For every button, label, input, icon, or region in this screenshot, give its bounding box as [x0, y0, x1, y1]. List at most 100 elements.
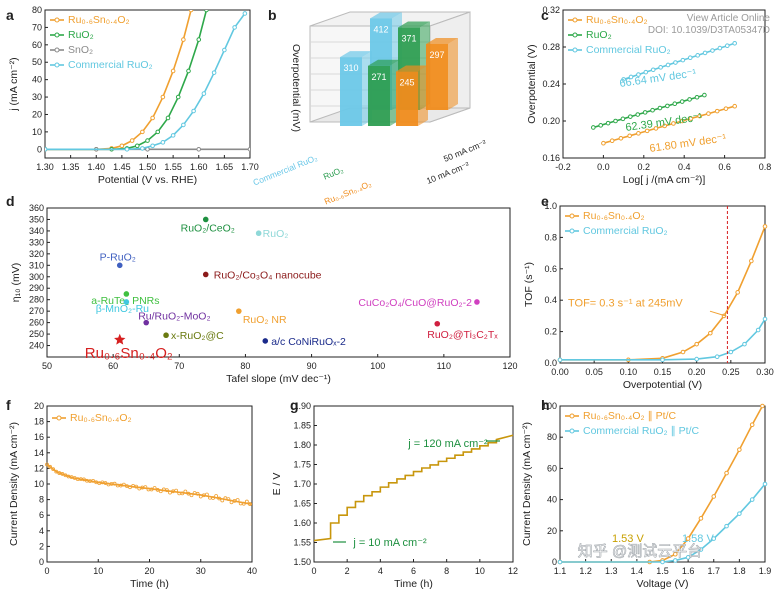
y-tick-label: 6	[39, 510, 44, 520]
x-tick-label: 1.60	[190, 162, 208, 172]
data-point	[434, 320, 441, 327]
data-point	[697, 113, 702, 119]
data-point	[679, 118, 685, 124]
bar-top	[368, 59, 400, 66]
x-tick-label: 120	[502, 361, 517, 371]
data-point	[598, 123, 604, 128]
bar-value-label: 412	[373, 24, 388, 34]
y-axis-label: Current Density (mA cm⁻²)	[8, 422, 20, 546]
x-tick-label: 1.55	[164, 162, 182, 172]
data-point	[119, 143, 125, 149]
data-point	[163, 332, 169, 339]
data-point	[755, 327, 761, 333]
x-tick-label: 0	[311, 566, 316, 576]
data-point	[195, 491, 200, 496]
x-axis-label: Log[ j /(mA cm⁻²)]	[623, 174, 706, 186]
data-point	[680, 57, 686, 63]
data-point	[620, 116, 626, 122]
panel-letter: b	[268, 7, 277, 23]
y-axis-label: TOF (s⁻¹)	[523, 262, 535, 307]
x-tick-label: 1.50	[139, 162, 157, 172]
data-point	[60, 472, 65, 476]
x-tick-label: -0.2	[555, 162, 571, 172]
y-tick-label: 0.4	[544, 295, 557, 305]
x-tick-label: 2	[345, 566, 350, 576]
x-axis-label: Time (h)	[130, 578, 169, 590]
y-tick-label: 0.20	[542, 116, 560, 126]
data-point	[660, 357, 665, 363]
legend-marker	[572, 32, 578, 38]
data-point	[175, 94, 181, 100]
legend-label: Ru₀.₆Sn₀.₄O₂	[68, 14, 130, 26]
data-point	[665, 103, 670, 109]
bar-top	[340, 51, 372, 58]
bar-side	[418, 65, 428, 126]
x-tick-label: 1.1	[554, 566, 567, 576]
x-tick-label: 0.2	[638, 162, 651, 172]
point-label: Ru/RuO₂-MoO₂	[138, 311, 210, 323]
legend-label: Ru₀.₆Sn₀.₄O₂	[70, 412, 132, 424]
series-line	[46, 463, 253, 506]
data-point	[724, 43, 730, 49]
y-tick-label: 0.0	[544, 358, 557, 368]
data-point	[710, 48, 715, 53]
data-point	[742, 341, 747, 347]
data-point	[45, 146, 48, 152]
legend-label: Ru₀.₆Sn₀.₄O₂	[586, 14, 648, 26]
panel-letter: g	[290, 397, 299, 413]
y-tick-label: 0.28	[542, 42, 560, 52]
y-axis-label: Current Density (mA cm⁻²)	[521, 422, 533, 546]
data-point	[653, 126, 659, 131]
data-point	[204, 10, 209, 13]
x-tick-label: 1.8	[733, 566, 746, 576]
x-tick-label: 12	[508, 566, 518, 576]
x-tick-label: 60	[108, 361, 118, 371]
x-tick-label: 0	[44, 566, 49, 576]
data-point	[613, 118, 618, 124]
series-line	[623, 42, 735, 81]
data-point	[186, 491, 191, 496]
data-point	[609, 138, 615, 144]
data-point	[706, 111, 711, 116]
y-tick-label: 4	[39, 526, 44, 536]
series-line	[593, 94, 705, 129]
data-point	[702, 92, 707, 98]
data-point	[150, 115, 155, 121]
data-point	[694, 94, 700, 100]
x-tick-label: 1.45	[113, 162, 131, 172]
data-point	[737, 511, 742, 516]
category-label: Ru₀.₆Sn₀.₄O₂	[323, 179, 373, 207]
x-tick-label: 1.40	[87, 162, 105, 172]
data-point	[672, 101, 678, 107]
data-point	[134, 143, 140, 149]
series-line	[45, 10, 192, 151]
x-tick-label: 30	[196, 566, 206, 576]
data-point	[196, 146, 202, 152]
y-axis-label: η₁₀ (mV)	[10, 263, 22, 302]
y-axis-label: E / V	[271, 473, 283, 496]
annotation-arrow	[709, 310, 726, 317]
data-point	[711, 536, 717, 541]
data-point	[680, 349, 686, 355]
data-point	[155, 488, 160, 492]
category-label: RuO₂	[322, 165, 345, 182]
data-point	[72, 476, 77, 480]
data-point	[749, 422, 755, 428]
data-point	[695, 53, 700, 58]
point-label: P-RuO₂	[100, 251, 136, 263]
legend-marker	[569, 413, 575, 419]
x-axis-label: Overpotential (V)	[623, 379, 702, 391]
data-point	[702, 50, 708, 56]
data-point	[236, 308, 242, 314]
data-point	[673, 558, 678, 563]
data-point	[247, 146, 250, 152]
y-tick-label: 1.60	[293, 518, 311, 528]
data-point	[711, 494, 717, 499]
y-tick-label: 60	[32, 40, 42, 50]
y-tick-label: 0.6	[544, 264, 557, 274]
x-tick-label: 70	[174, 361, 184, 371]
data-point	[762, 316, 768, 322]
x-tick-label: 6	[411, 566, 416, 576]
data-point	[732, 41, 738, 46]
data-point	[255, 230, 262, 237]
